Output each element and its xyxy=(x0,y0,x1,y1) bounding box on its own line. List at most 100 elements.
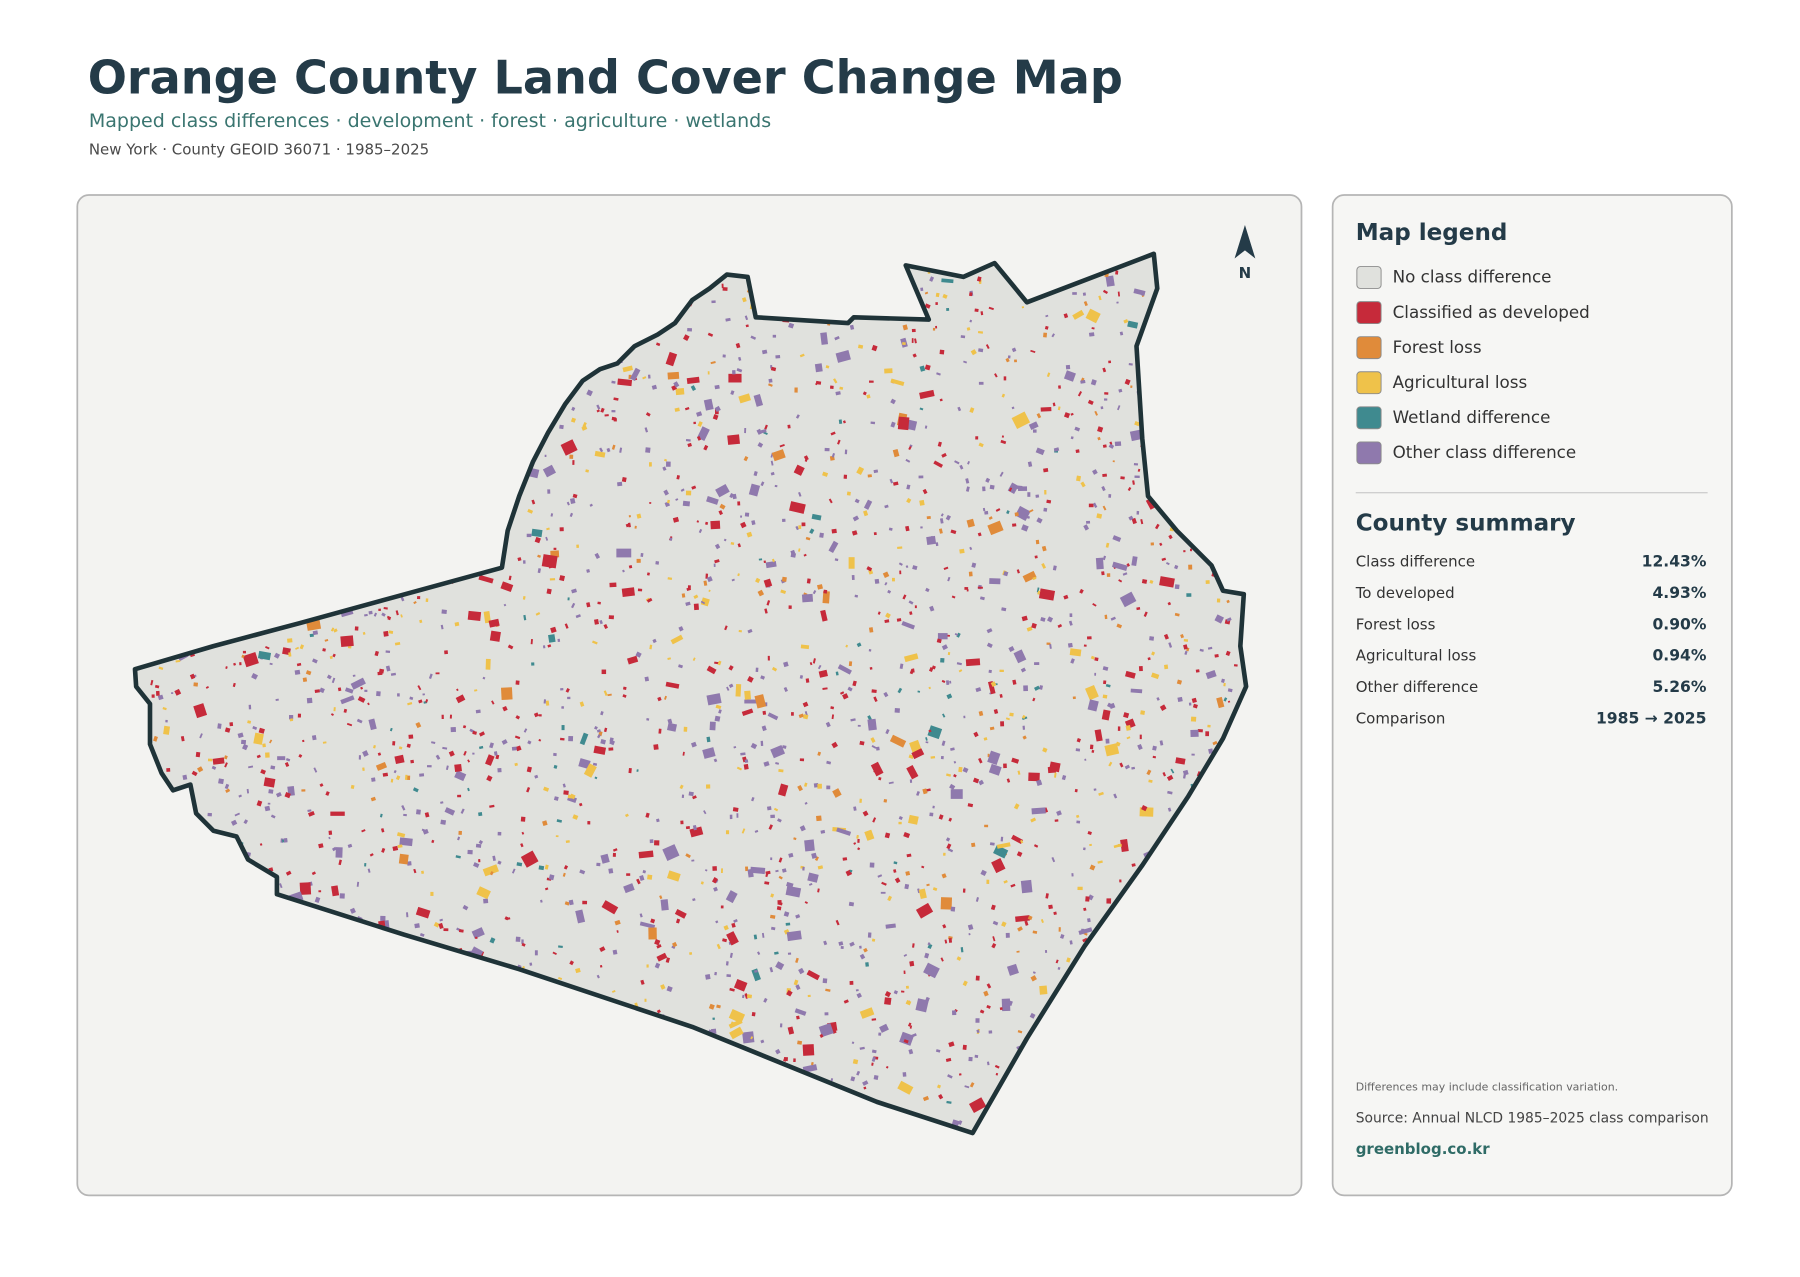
change-patch xyxy=(1028,509,1034,513)
change-patch xyxy=(448,750,455,757)
change-patch xyxy=(306,889,309,894)
change-patch xyxy=(565,840,570,843)
change-patch xyxy=(1000,439,1007,445)
change-patch xyxy=(899,570,902,575)
change-patch xyxy=(764,881,770,885)
change-patch xyxy=(760,428,767,434)
change-patch xyxy=(758,558,763,561)
change-patch xyxy=(330,627,335,632)
change-patch xyxy=(425,699,429,703)
change-patch xyxy=(939,398,943,402)
change-patch xyxy=(640,979,645,985)
change-patch xyxy=(867,718,877,731)
change-patch xyxy=(1011,834,1024,845)
change-patch xyxy=(379,813,383,818)
change-patch xyxy=(252,726,258,730)
change-patch xyxy=(628,565,633,569)
change-patch xyxy=(171,692,174,694)
change-patch xyxy=(817,888,820,893)
change-patch xyxy=(492,855,496,862)
change-patch xyxy=(592,640,598,645)
change-patch xyxy=(971,842,976,848)
change-patch xyxy=(816,584,823,590)
change-patch xyxy=(967,460,970,465)
change-patch xyxy=(662,844,680,861)
change-patch xyxy=(331,885,340,897)
change-patch xyxy=(546,588,552,595)
change-patch xyxy=(596,974,600,979)
change-patch xyxy=(1166,562,1170,566)
change-patch xyxy=(906,484,911,490)
change-patch xyxy=(616,930,619,933)
change-patch xyxy=(403,813,407,817)
change-patch xyxy=(920,287,924,292)
change-patch xyxy=(831,528,837,534)
change-patch xyxy=(767,655,770,661)
change-patch xyxy=(545,700,550,706)
change-patch xyxy=(871,1049,877,1054)
change-patch xyxy=(1006,963,1019,976)
change-patch xyxy=(714,715,721,722)
change-patch xyxy=(818,669,828,678)
change-patch xyxy=(1093,788,1097,791)
change-patch xyxy=(976,1029,980,1034)
change-patch xyxy=(546,527,550,531)
change-patch xyxy=(978,381,984,385)
change-patch xyxy=(1087,399,1094,406)
change-patch xyxy=(599,619,603,625)
change-patch xyxy=(270,814,276,819)
change-patch xyxy=(1077,886,1083,891)
change-patch xyxy=(1030,817,1037,823)
change-patch xyxy=(1011,757,1020,764)
change-patch xyxy=(621,587,635,598)
change-patch xyxy=(835,350,851,363)
north-label: N xyxy=(1239,264,1252,282)
change-patch xyxy=(1120,476,1125,480)
change-patch xyxy=(478,574,494,584)
change-patch xyxy=(905,985,909,989)
change-patch xyxy=(521,942,526,947)
change-patch xyxy=(417,685,422,691)
legend-panel xyxy=(1331,194,1733,1197)
change-patch xyxy=(985,344,990,350)
change-patch xyxy=(769,967,774,973)
change-patch xyxy=(1008,646,1015,652)
change-patch xyxy=(665,681,680,689)
change-patch xyxy=(407,702,413,706)
change-patch xyxy=(1052,565,1057,571)
change-patch xyxy=(263,777,276,788)
change-patch xyxy=(709,721,716,731)
change-patch xyxy=(243,819,249,825)
change-patch xyxy=(722,287,728,291)
change-patch xyxy=(328,830,333,836)
change-patch xyxy=(398,746,403,750)
change-patch xyxy=(912,353,917,358)
change-patch xyxy=(940,658,945,663)
change-patch xyxy=(1152,755,1157,759)
change-patch xyxy=(977,532,982,537)
change-patch xyxy=(721,283,724,289)
change-patch xyxy=(594,776,598,780)
change-patch xyxy=(284,792,291,799)
change-patch xyxy=(686,376,700,385)
change-patch xyxy=(817,751,822,756)
change-patch xyxy=(646,572,650,576)
change-patch xyxy=(654,840,660,846)
change-patch xyxy=(1136,510,1140,515)
change-patch xyxy=(578,758,591,769)
change-patch xyxy=(550,513,554,517)
legend-swatch xyxy=(1356,406,1382,430)
change-patch xyxy=(1032,697,1036,702)
change-patch xyxy=(763,997,768,1003)
change-patch xyxy=(582,900,588,905)
change-patch xyxy=(635,651,642,658)
change-patch xyxy=(919,499,925,506)
change-patch xyxy=(645,412,651,417)
change-patch xyxy=(1023,514,1029,519)
change-patch xyxy=(856,466,865,475)
change-patch xyxy=(1071,873,1074,877)
change-patch xyxy=(814,856,819,862)
change-patch xyxy=(902,1072,907,1077)
change-patch xyxy=(1052,402,1056,407)
change-patch xyxy=(928,967,932,973)
